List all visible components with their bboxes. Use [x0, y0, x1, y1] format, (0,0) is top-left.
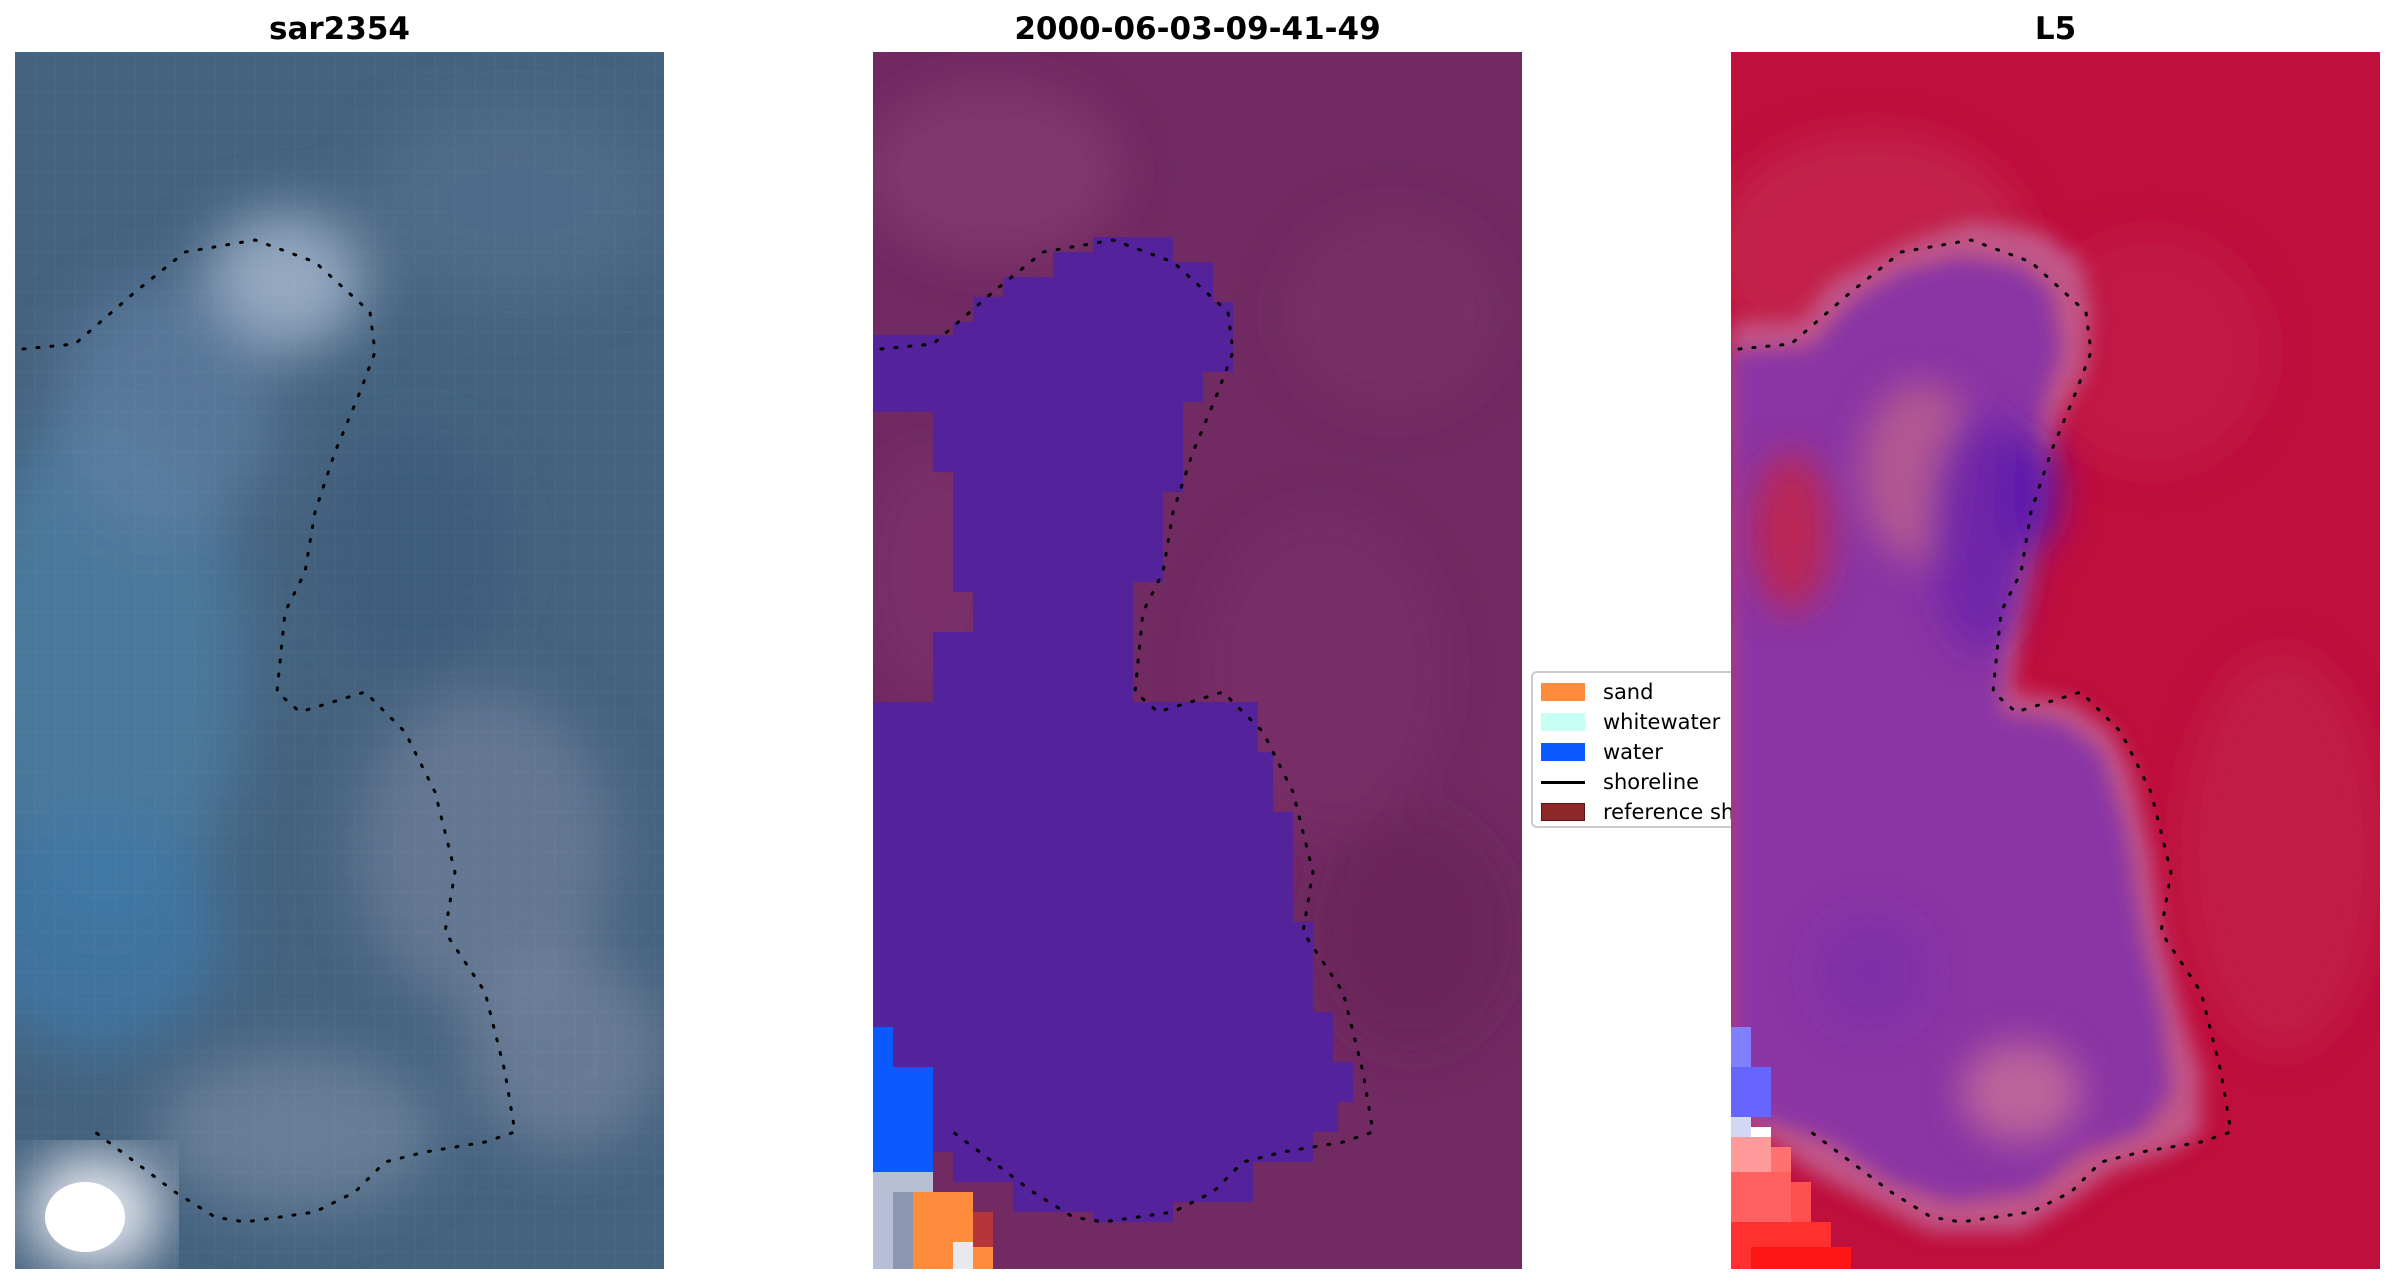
legend-label-water: water [1603, 740, 1663, 764]
classification-image [873, 52, 1522, 1269]
rgb-image [15, 52, 664, 1269]
legend-item-sand: sand [1541, 677, 1653, 707]
index-image [1731, 52, 2380, 1269]
panel-title-rgb: sar2354 [269, 11, 410, 47]
legend-swatch-water [1541, 743, 1585, 761]
legend-swatch-reference-shoreline [1541, 803, 1585, 821]
water-pixels [873, 1027, 893, 1187]
legend-label-whitewater: whitewater [1603, 710, 1721, 734]
legend-swatch-sand [1541, 683, 1585, 701]
legend-item-reference-shoreline: reference shoreline [1541, 797, 1759, 826]
panel-title-index: L5 [2034, 11, 2077, 47]
legend-label-sand: sand [1603, 680, 1654, 704]
rgb-image-panel [15, 52, 664, 1269]
index-panel [1731, 52, 2380, 1269]
classification-panel [873, 52, 1522, 1269]
panel-title-classification: 2000-06-03-09-41-49 [1014, 11, 1381, 47]
legend-item-shoreline: shoreline [1541, 767, 1699, 797]
legend-item-water: water [1541, 737, 1663, 767]
legend-line-shoreline [1541, 780, 1585, 784]
legend-label-shoreline: shoreline [1603, 770, 1700, 794]
legend-swatch-whitewater [1541, 713, 1585, 731]
water-body-region [873, 237, 1353, 1222]
legend-item-whitewater: whitewater [1541, 707, 1720, 737]
legend: sand whitewater water shoreline referenc… [1531, 671, 1761, 828]
